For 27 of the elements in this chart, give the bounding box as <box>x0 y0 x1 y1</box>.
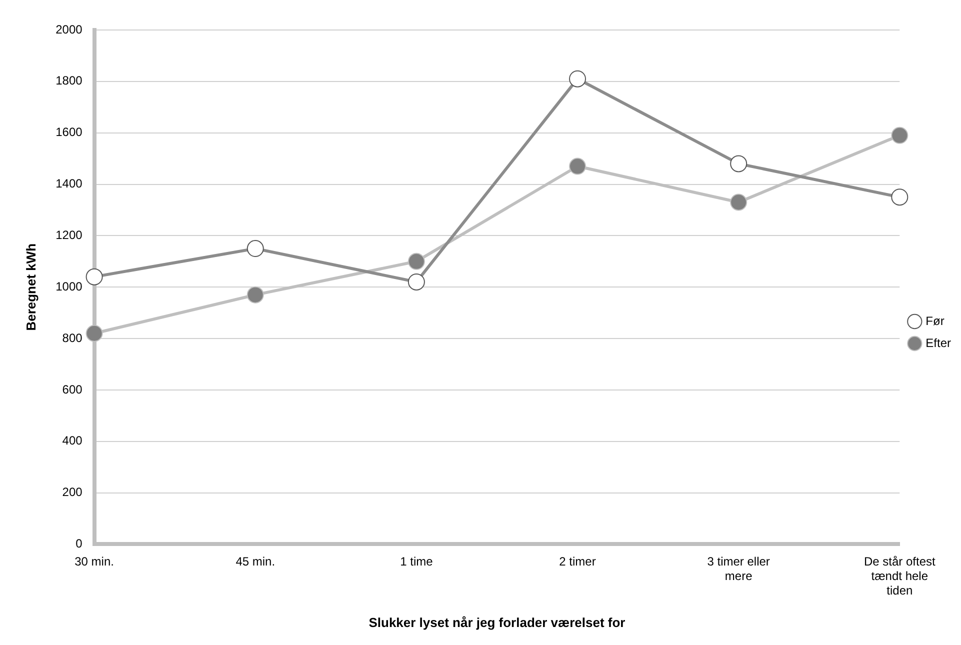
y-tick-label: 600 <box>62 382 83 396</box>
y-tick-label: 1800 <box>56 74 83 88</box>
legend-label: Før <box>926 314 944 328</box>
x-axis-title: Slukker lyset når jeg forlader værelset for <box>368 614 626 630</box>
y-tick-label: 1600 <box>56 125 83 140</box>
y-tick-label: 800 <box>62 330 83 345</box>
point <box>569 158 586 175</box>
y-tick-label: 2000 <box>56 22 83 36</box>
y-tick-label: 200 <box>62 485 83 500</box>
x-tick-label: 1 time <box>400 554 434 569</box>
y-axis-title: Beregnet kWh <box>23 243 38 331</box>
point <box>246 286 264 304</box>
y-tick-label: 400 <box>62 434 83 448</box>
y-tick-label: 1200 <box>56 228 83 242</box>
legend-label: Efter <box>926 336 952 350</box>
x-tick-label: De står oftest tændt hele tiden <box>864 554 936 598</box>
y-tick-label: 1000 <box>56 279 83 294</box>
point <box>891 126 908 144</box>
x-tick-label: 30 min. <box>74 554 114 569</box>
point <box>408 252 425 270</box>
point <box>86 324 103 342</box>
x-tick-label: 2 timer <box>559 554 596 569</box>
x-tick-label: 3 timer eller mere <box>707 554 770 584</box>
y-tick-label: 0 <box>76 536 83 551</box>
y-tick-label: 1400 <box>56 176 83 191</box>
point <box>730 194 748 211</box>
x-tick-label: 45 min. <box>236 554 276 569</box>
